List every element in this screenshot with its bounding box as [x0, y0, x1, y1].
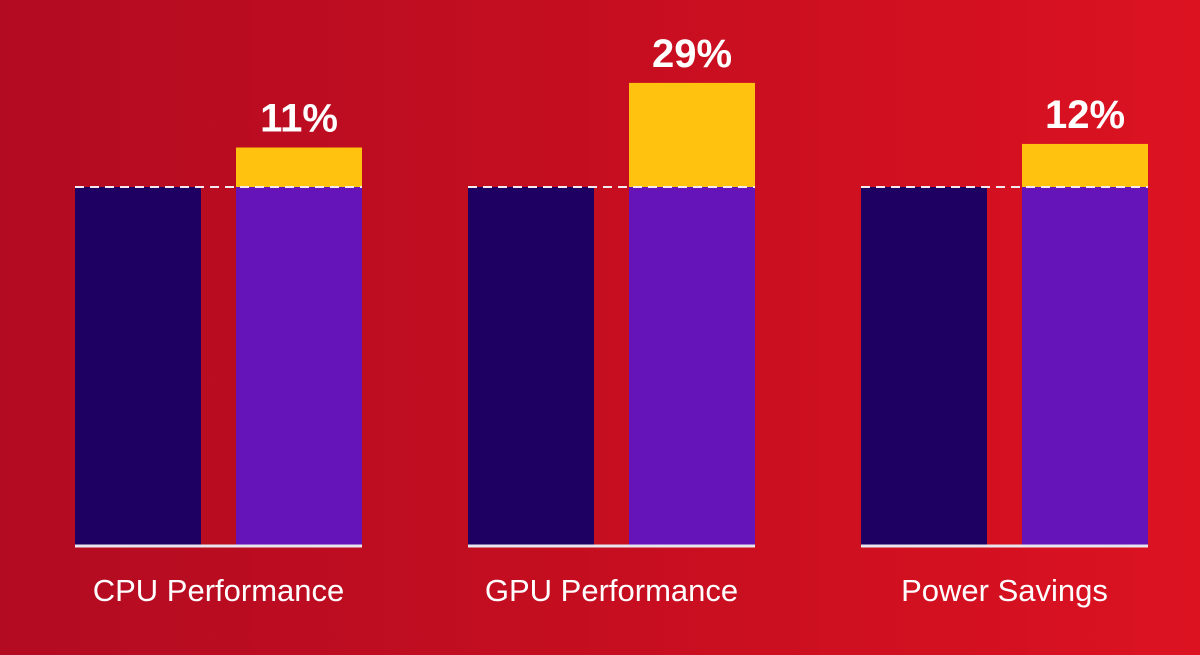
improvement-label: 11% — [260, 97, 338, 141]
improvement-label: 29% — [652, 32, 732, 76]
baseline-bar — [75, 187, 201, 546]
improved-bar — [236, 187, 362, 546]
category-label: Power Savings — [901, 573, 1108, 608]
category-label: CPU Performance — [93, 573, 345, 608]
improved-bar — [629, 187, 755, 546]
improved-bar — [1022, 187, 1148, 546]
baseline-bar — [468, 187, 594, 546]
category-label: GPU Performance — [485, 573, 738, 608]
improvement-label: 12% — [1045, 93, 1125, 137]
gain-segment — [629, 82, 755, 187]
gain-segment — [236, 147, 362, 187]
gain-segment — [1022, 143, 1148, 187]
baseline-bar — [861, 187, 987, 546]
